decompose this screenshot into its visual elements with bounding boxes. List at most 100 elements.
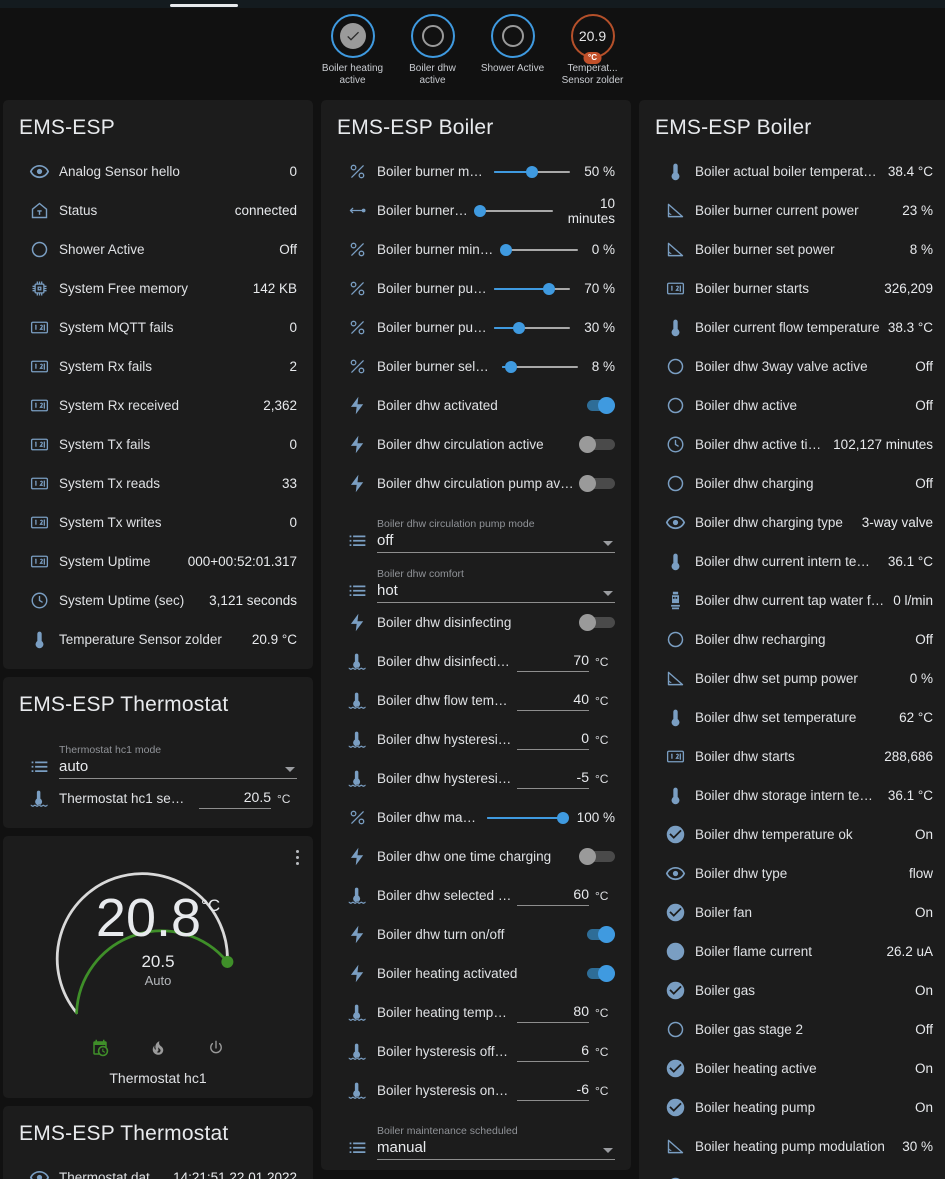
slider-track[interactable] (501, 360, 578, 373)
active-tab-indicator[interactable] (170, 4, 238, 7)
toggle-switch[interactable] (579, 436, 615, 453)
table-row[interactable]: Boiler dhw set temperature 62 °C (655, 698, 933, 737)
toggle-switch[interactable] (579, 926, 615, 943)
slider-knob[interactable] (542, 282, 555, 295)
chevron-down-icon[interactable] (603, 591, 613, 596)
badge-ring[interactable]: 20.9 °C (570, 14, 615, 64)
slider[interactable] (488, 165, 576, 178)
number-input[interactable]: 70 (517, 652, 589, 672)
slider-row[interactable]: Boiler burner selecte… 8 % (337, 347, 615, 386)
number-input[interactable]: 60 (517, 886, 589, 906)
select-body[interactable]: Boiler maintenance scheduled manual (377, 1125, 615, 1160)
number-row[interactable]: Boiler dhw selected … 60 °C (337, 876, 615, 915)
toggle-switch[interactable] (579, 848, 615, 865)
thermostat-dial[interactable]: 20.8°C 20.5 Auto (28, 850, 288, 1035)
table-row[interactable]: Status connected (19, 191, 297, 230)
number-input[interactable]: 80 (517, 1003, 589, 1023)
badge-ring[interactable] (410, 14, 455, 58)
slider-track[interactable] (494, 321, 571, 334)
table-row[interactable]: System Uptime 000+00:52:01.317 (19, 542, 297, 581)
badge-0[interactable]: Boiler heating active (319, 14, 387, 86)
slider-track[interactable] (494, 282, 571, 295)
table-row[interactable]: Boiler dhw storage intern temperature 36.… (655, 776, 933, 815)
slider-track[interactable] (486, 811, 569, 824)
toggle-row[interactable]: Boiler dhw disinfecting (337, 603, 615, 642)
chevron-down-icon[interactable] (603, 1148, 613, 1153)
badge-ring[interactable] (490, 14, 535, 58)
slider-row[interactable]: Boiler burner pump … 30 % (337, 308, 615, 347)
select-row[interactable]: Boiler dhw circulation pump mode off (337, 503, 615, 553)
slider[interactable] (496, 360, 584, 373)
flame-icon[interactable] (149, 1039, 167, 1062)
toggle-row[interactable]: Boiler dhw circulation pump available (337, 464, 615, 503)
number-row[interactable]: Boiler hysteresis on… -6 °C (337, 1071, 615, 1110)
badge-ring[interactable] (330, 14, 375, 58)
select-body[interactable]: Boiler dhw comfort hot (377, 568, 615, 603)
table-row[interactable]: Boiler current flow temperature 38.3 °C (655, 308, 933, 347)
slider-knob[interactable] (526, 165, 539, 178)
slider-knob[interactable] (473, 204, 486, 217)
toggle-switch[interactable] (579, 475, 615, 492)
toggle-switch[interactable] (579, 397, 615, 414)
table-row[interactable]: Boiler dhw active Off (655, 386, 933, 425)
slider-row[interactable]: Boiler burner max po… 50 % (337, 152, 615, 191)
slider[interactable] (481, 811, 569, 824)
thermostat-setpoint-row[interactable]: Thermostat hc1 se… 20.5 °C (19, 779, 297, 818)
toggle-row[interactable]: Boiler dhw one time charging (337, 837, 615, 876)
slider[interactable] (471, 204, 559, 217)
table-row[interactable]: Boiler burner starts 326,209 (655, 269, 933, 308)
toggle-row[interactable]: Boiler dhw activated (337, 386, 615, 425)
table-row[interactable]: Boiler actual boiler temperature 38.4 °C (655, 152, 933, 191)
table-row[interactable]: Boiler burner current power 23 % (655, 191, 933, 230)
table-row[interactable]: Boiler dhw temperature ok On (655, 815, 933, 854)
calendar-clock-icon[interactable] (91, 1039, 109, 1062)
number-row[interactable]: Boiler hysteresis off… 6 °C (337, 1032, 615, 1071)
table-row[interactable]: Boiler dhw current intern temperature 36.… (655, 542, 933, 581)
table-row[interactable]: Boiler dhw current tap water flow 0 l/min (655, 581, 933, 620)
slider-knob[interactable] (513, 321, 526, 334)
table-row[interactable]: System Tx reads 33 (19, 464, 297, 503)
slider-knob[interactable] (556, 811, 569, 824)
number-row[interactable]: Boiler dhw flow tem… 40 °C (337, 681, 615, 720)
badge-2[interactable]: Shower Active (479, 14, 547, 75)
number-input[interactable]: -6 (517, 1081, 589, 1101)
number-input[interactable]: -5 (517, 769, 589, 789)
toggle-switch[interactable] (579, 614, 615, 631)
table-row[interactable]: Boiler dhw active time 102,127 minutes (655, 425, 933, 464)
chevron-down-icon[interactable] (603, 541, 613, 546)
slider-row[interactable]: Boiler burner min po… 0 % (337, 230, 615, 269)
number-row[interactable]: Boiler heating temp… 80 °C (337, 993, 615, 1032)
table-row[interactable]: Boiler dhw 3way valve active Off (655, 347, 933, 386)
slider-track[interactable] (500, 243, 578, 256)
table-row[interactable]: Boiler gas On (655, 971, 933, 1010)
table-row[interactable]: Boiler gas stage 2 Off (655, 1010, 933, 1049)
more-options-icon[interactable] (296, 850, 299, 865)
select-row[interactable]: Boiler dhw comfort hot (337, 553, 615, 603)
table-row[interactable]: Boiler dhw recharging Off (655, 620, 933, 659)
number-input[interactable]: 40 (517, 691, 589, 711)
slider-track[interactable] (494, 165, 571, 178)
toggle-row[interactable]: Boiler dhw turn on/off (337, 915, 615, 954)
table-row[interactable]: Boiler dhw set pump power 0 % (655, 659, 933, 698)
badge-1[interactable]: Boiler dhw active (399, 14, 467, 86)
table-row[interactable]: Boiler dhw charging Off (655, 464, 933, 503)
table-row[interactable]: Thermostat date/time 14:21:51 22.01.2022 (19, 1158, 297, 1179)
power-icon[interactable] (207, 1039, 225, 1062)
number-input[interactable]: 6 (517, 1042, 589, 1062)
number-row[interactable]: Boiler dhw hysteresi… -5 °C (337, 759, 615, 798)
table-row[interactable]: System MQTT fails 0 (19, 308, 297, 347)
table-row[interactable]: Boiler fan On (655, 893, 933, 932)
table-row[interactable]: Temperature Sensor zolder 20.9 °C (19, 620, 297, 659)
slider[interactable] (488, 282, 576, 295)
table-row[interactable]: Analog Sensor hello 0 (19, 152, 297, 191)
slider[interactable] (496, 243, 584, 256)
table-row[interactable]: Boiler dhw charging type 3-way valve (655, 503, 933, 542)
table-row[interactable]: Boiler ignitionOff (655, 1166, 933, 1179)
table-row[interactable]: Boiler dhw type flow (655, 854, 933, 893)
number-row[interactable]: Boiler dhw disinfecti… 70 °C (337, 642, 615, 681)
table-row[interactable]: System Tx writes 0 (19, 503, 297, 542)
table-row[interactable]: Boiler heating pump On (655, 1088, 933, 1127)
setpoint-input[interactable]: 20.5 (199, 789, 271, 809)
table-row[interactable]: System Rx received 2,362 (19, 386, 297, 425)
table-row[interactable]: System Rx fails 2 (19, 347, 297, 386)
